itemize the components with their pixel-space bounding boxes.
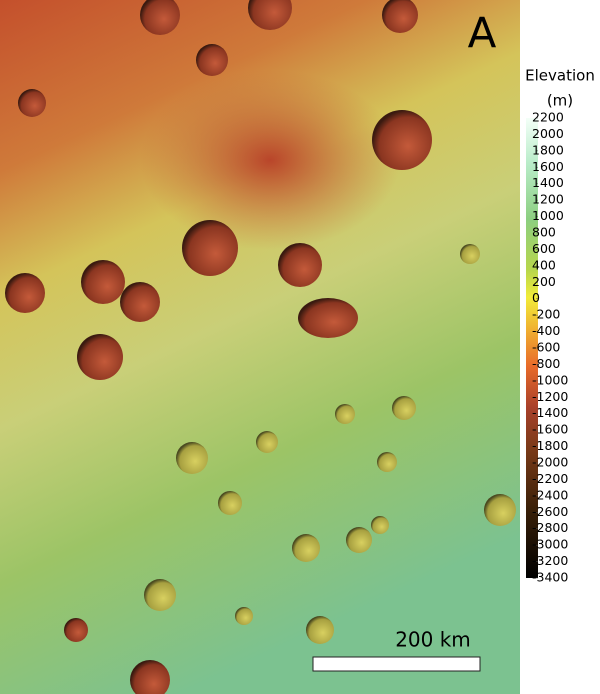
colorbar-tick-label: -1200 — [532, 389, 568, 404]
colorbar-tick-label: 1200 — [532, 192, 564, 207]
colorbar-tick-label: -1800 — [532, 438, 568, 453]
colorbar-tick-label: -3200 — [532, 553, 568, 568]
colorbar-tick-label: -2000 — [532, 455, 568, 470]
colorbar-tick-label: 1600 — [532, 159, 564, 174]
colorbar-tick-label: -2200 — [532, 471, 568, 486]
colorbar-tick-label: -3400 — [532, 570, 568, 585]
colorbar-tick-label: -600 — [532, 340, 560, 355]
colorbar-title: Elevation — [525, 67, 595, 85]
colorbar-tick-label: -800 — [532, 356, 560, 371]
panel-label: A — [468, 9, 497, 58]
colorbar-tick-label: 600 — [532, 241, 556, 256]
colorbar-tick-label: -1600 — [532, 422, 568, 437]
colorbar-tick-label: -3000 — [532, 537, 568, 552]
scale-bar — [312, 656, 481, 672]
elevation-map: A 200 km — [0, 0, 520, 694]
colorbar-tick-label: 200 — [532, 274, 556, 289]
colorbar-tick-label: 1000 — [532, 208, 564, 223]
colorbar-tick-label: -400 — [532, 323, 560, 338]
colorbar-tick-label: 2200 — [532, 110, 564, 125]
colorbar-tick-label: -1000 — [532, 372, 568, 387]
colorbar-tick-label: -2800 — [532, 520, 568, 535]
colorbar-tick-label: -2400 — [532, 487, 568, 502]
colorbar-tick-label: 2000 — [532, 126, 564, 141]
colorbar-tick-label: -1400 — [532, 405, 568, 420]
colorbar — [526, 118, 538, 578]
colorbar-tick-label: -200 — [532, 307, 560, 322]
scale-bar-label: 200 km — [395, 628, 471, 652]
colorbar-tick-label: 1400 — [532, 175, 564, 190]
colorbar-title: (m) — [547, 92, 573, 110]
colorbar-tick-label: 400 — [532, 257, 556, 272]
colorbar-tick-label: 0 — [532, 290, 540, 305]
colorbar-tick-label: 800 — [532, 225, 556, 240]
colorbar-tick-label: 1800 — [532, 142, 564, 157]
colorbar-tick-label: -2600 — [532, 504, 568, 519]
